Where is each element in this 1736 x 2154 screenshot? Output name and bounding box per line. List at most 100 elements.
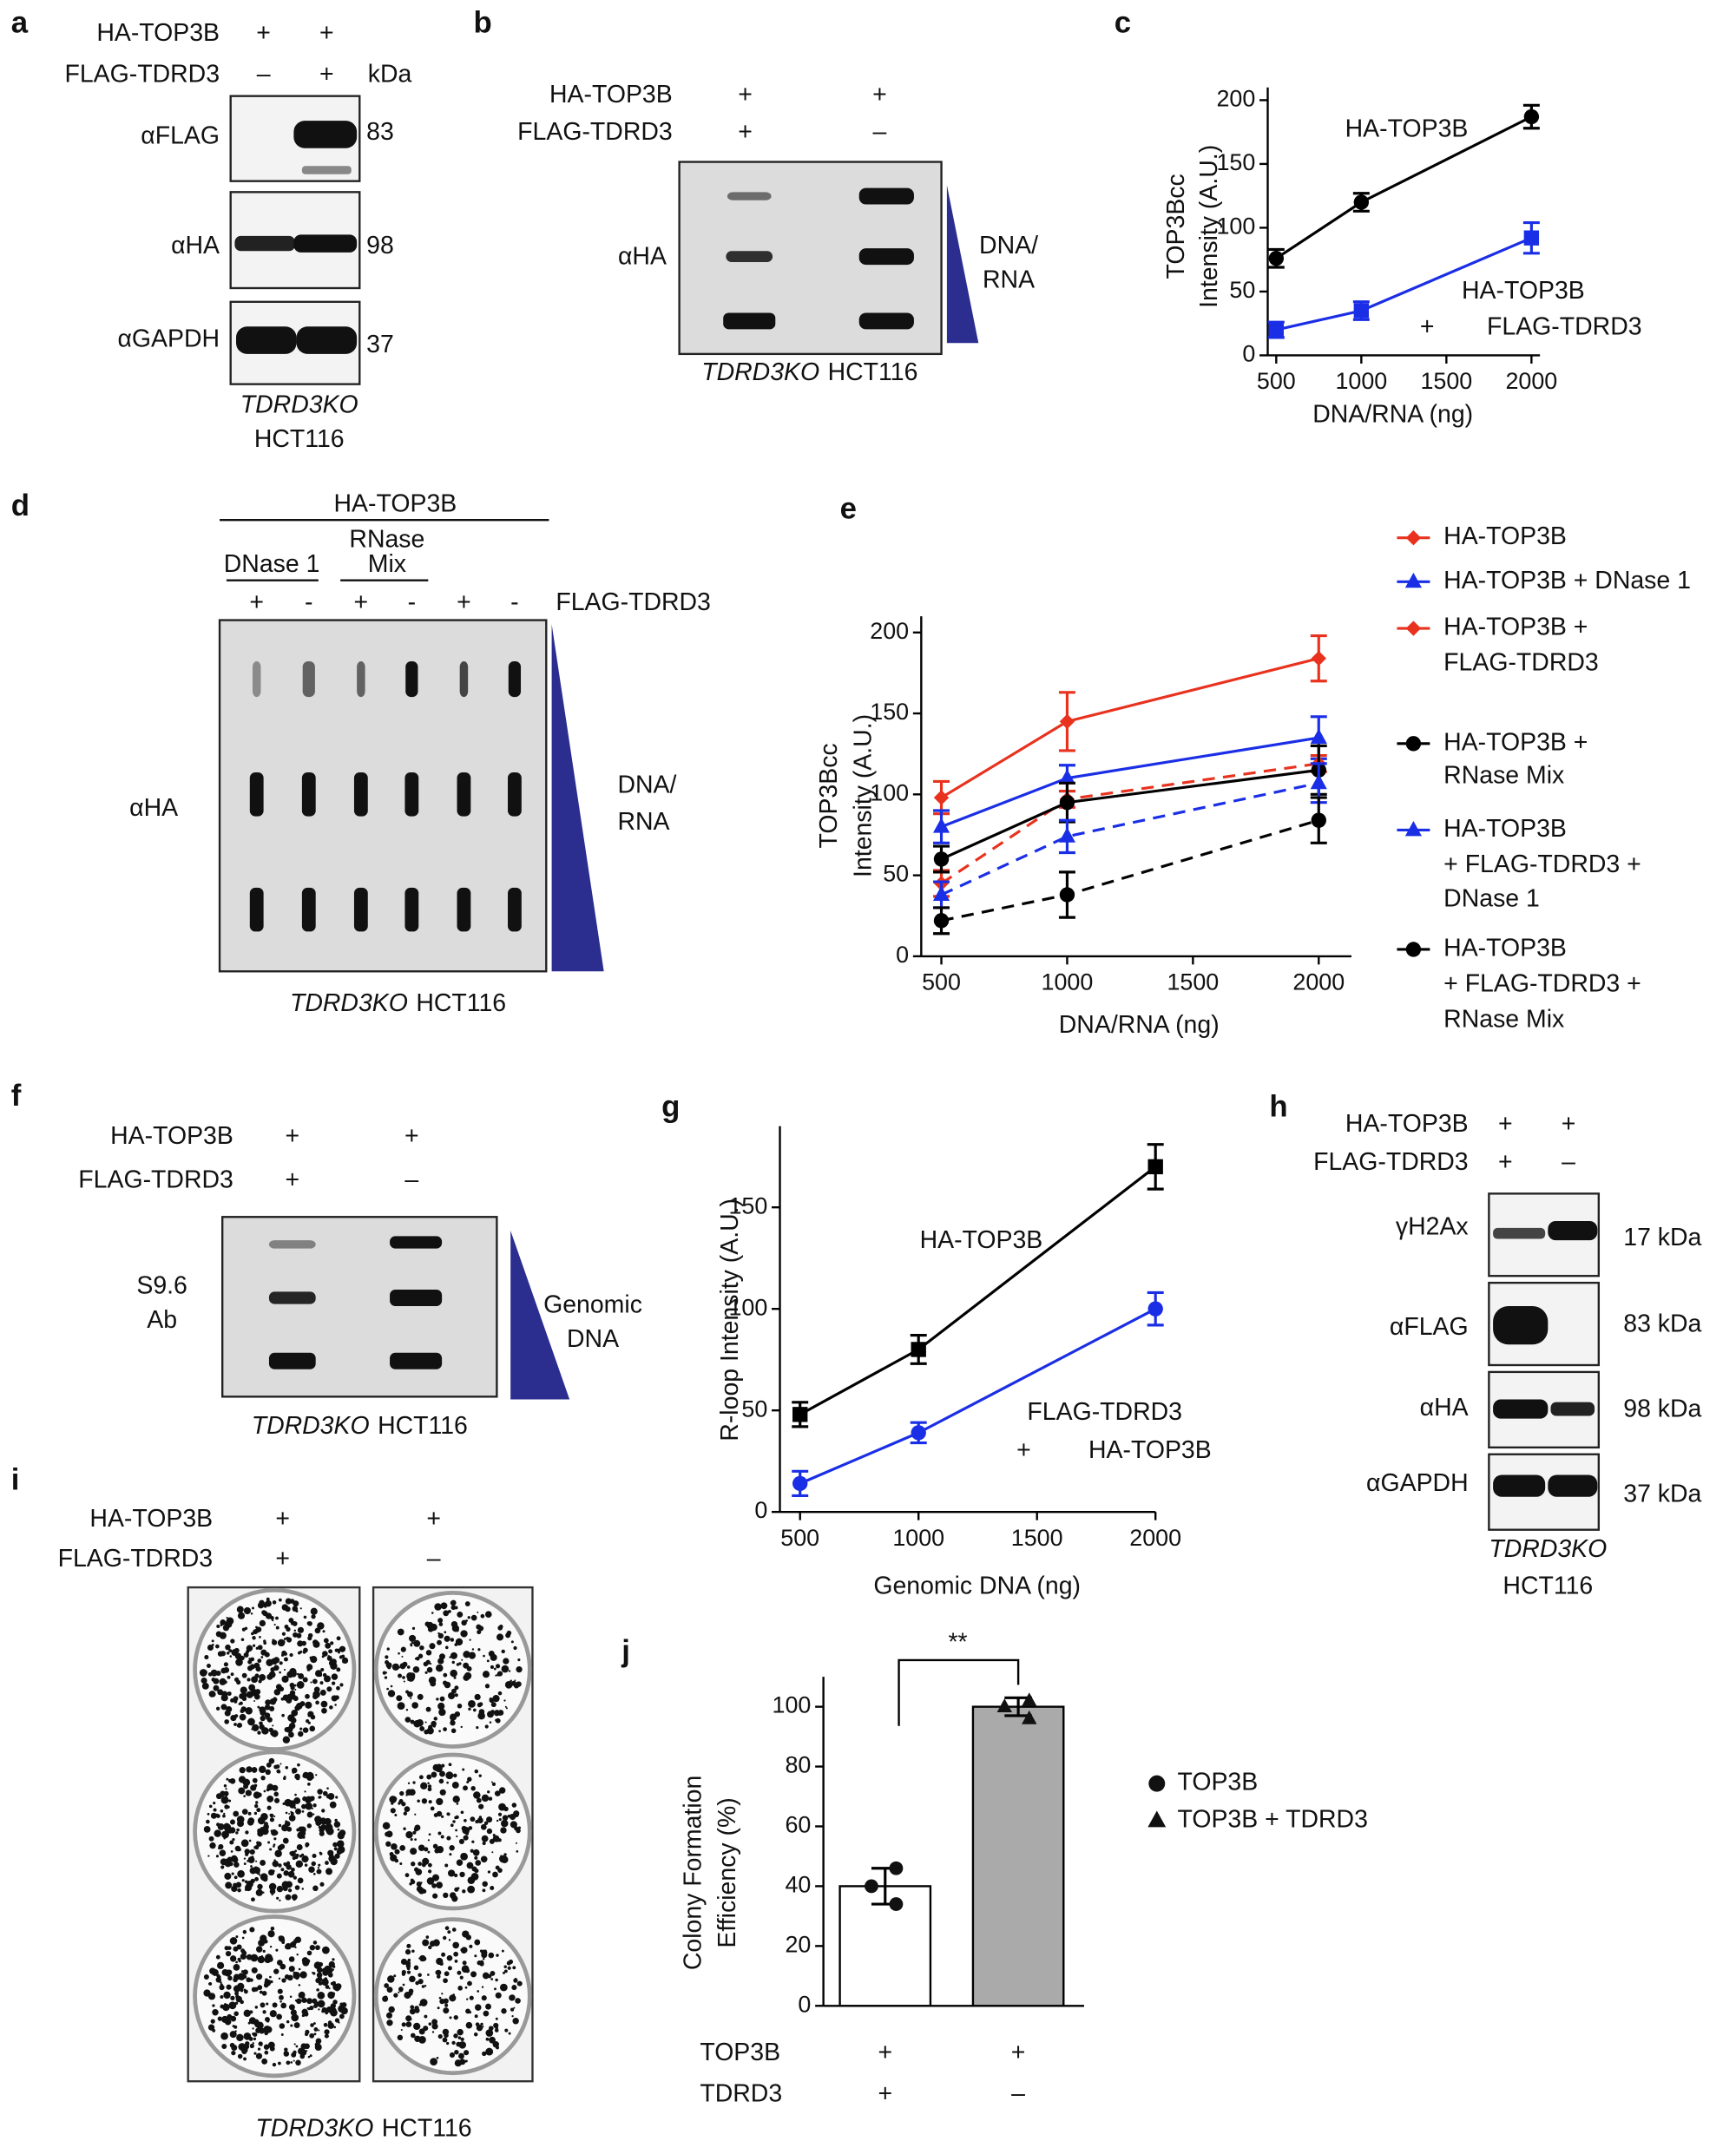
colony bbox=[299, 1607, 302, 1610]
colony bbox=[436, 1664, 444, 1672]
y-tick-label: 80 bbox=[786, 1752, 812, 1778]
colony bbox=[265, 1599, 272, 1607]
sign: + bbox=[286, 1166, 300, 1194]
colony bbox=[452, 1773, 457, 1778]
colony bbox=[401, 2022, 406, 2027]
colony bbox=[294, 1849, 298, 1853]
colony bbox=[213, 1808, 217, 1812]
legend-label: HA-TOP3B + bbox=[1443, 614, 1588, 641]
colony bbox=[233, 1810, 240, 1817]
colony bbox=[275, 1764, 280, 1769]
colony bbox=[233, 2011, 239, 2017]
colony bbox=[249, 2043, 254, 2049]
colony bbox=[278, 1977, 281, 1980]
colony bbox=[409, 1789, 416, 1796]
colony bbox=[464, 1986, 468, 1989]
colony bbox=[210, 2019, 215, 2024]
marker bbox=[1353, 194, 1370, 210]
colony bbox=[259, 1765, 266, 1774]
colony bbox=[233, 1977, 238, 1983]
colony bbox=[253, 1845, 257, 1849]
treatment: DNase 1 bbox=[224, 550, 320, 578]
slot bbox=[457, 887, 471, 932]
colony bbox=[514, 1826, 519, 1831]
colony bbox=[233, 1647, 240, 1653]
colony bbox=[287, 1870, 295, 1878]
colony bbox=[293, 1684, 297, 1687]
colony bbox=[456, 1859, 464, 1866]
cell-line: TDRD3KO HCT116 bbox=[255, 2114, 471, 2142]
colony bbox=[474, 2014, 478, 2019]
series-label: HA-TOP3B bbox=[1345, 115, 1469, 143]
colony bbox=[315, 1774, 318, 1776]
colony bbox=[281, 1978, 286, 1983]
colony bbox=[428, 1833, 431, 1836]
colony bbox=[411, 1702, 418, 1709]
colony bbox=[256, 1973, 263, 1980]
colony bbox=[390, 1975, 392, 1978]
colony bbox=[322, 1672, 327, 1678]
colony bbox=[450, 1716, 454, 1720]
y-tick-label: 50 bbox=[1229, 277, 1255, 303]
gradient-label: RNA bbox=[617, 808, 669, 836]
colony bbox=[271, 1893, 273, 1896]
colony bbox=[438, 1778, 444, 1784]
marker bbox=[911, 1342, 926, 1357]
colony bbox=[227, 1675, 231, 1679]
colony bbox=[263, 1611, 267, 1616]
colony bbox=[438, 1622, 444, 1626]
colony bbox=[452, 1993, 455, 1996]
colony bbox=[407, 1691, 413, 1698]
colony bbox=[416, 1886, 423, 1893]
colony bbox=[492, 1871, 498, 1878]
colony bbox=[246, 1766, 253, 1773]
panel-label: f bbox=[11, 1080, 22, 1113]
colony bbox=[272, 1619, 274, 1622]
sign: + bbox=[738, 81, 753, 108]
colony bbox=[283, 1638, 286, 1640]
colony bbox=[231, 2051, 236, 2056]
slot bbox=[508, 772, 522, 817]
y-tick-label: 0 bbox=[754, 1497, 767, 1523]
colony bbox=[269, 1848, 273, 1851]
colony bbox=[394, 1849, 400, 1855]
colony bbox=[283, 2051, 287, 2054]
colony bbox=[299, 1971, 307, 1979]
colony bbox=[443, 1672, 448, 1678]
colony bbox=[490, 1978, 494, 1980]
colony bbox=[246, 1691, 253, 1698]
sign: – bbox=[404, 1166, 418, 1194]
colony bbox=[254, 2006, 259, 2009]
colony bbox=[261, 1991, 267, 1996]
colony bbox=[263, 1939, 268, 1944]
colony bbox=[305, 1796, 312, 1803]
colony bbox=[229, 1655, 233, 1658]
colony bbox=[290, 2061, 293, 2064]
colony bbox=[494, 1790, 501, 1796]
marker bbox=[792, 1407, 808, 1422]
colony bbox=[228, 1799, 232, 1803]
colony bbox=[410, 1848, 418, 1855]
size: 37 kDa bbox=[1623, 1481, 1701, 1508]
colony bbox=[485, 2047, 494, 2056]
colony bbox=[301, 1810, 305, 1813]
colony bbox=[260, 2028, 263, 2032]
colony bbox=[241, 1879, 245, 1882]
colony bbox=[266, 1805, 272, 1810]
colony bbox=[312, 2022, 316, 2026]
y-tick-label: 200 bbox=[1216, 85, 1255, 111]
colony bbox=[424, 2014, 428, 2019]
significance: ** bbox=[948, 1628, 967, 1656]
colony bbox=[486, 1816, 493, 1823]
row-label: FLAG-TDRD3 bbox=[64, 60, 220, 88]
colony bbox=[490, 1710, 495, 1714]
colony bbox=[465, 2059, 468, 2063]
colony bbox=[414, 1838, 418, 1842]
colony bbox=[309, 1704, 312, 1706]
colony bbox=[452, 1796, 460, 1803]
colony bbox=[513, 2006, 516, 2009]
sign: - bbox=[408, 588, 416, 616]
colony bbox=[413, 1639, 421, 1647]
colony bbox=[316, 1868, 322, 1875]
colony bbox=[248, 1839, 252, 1842]
